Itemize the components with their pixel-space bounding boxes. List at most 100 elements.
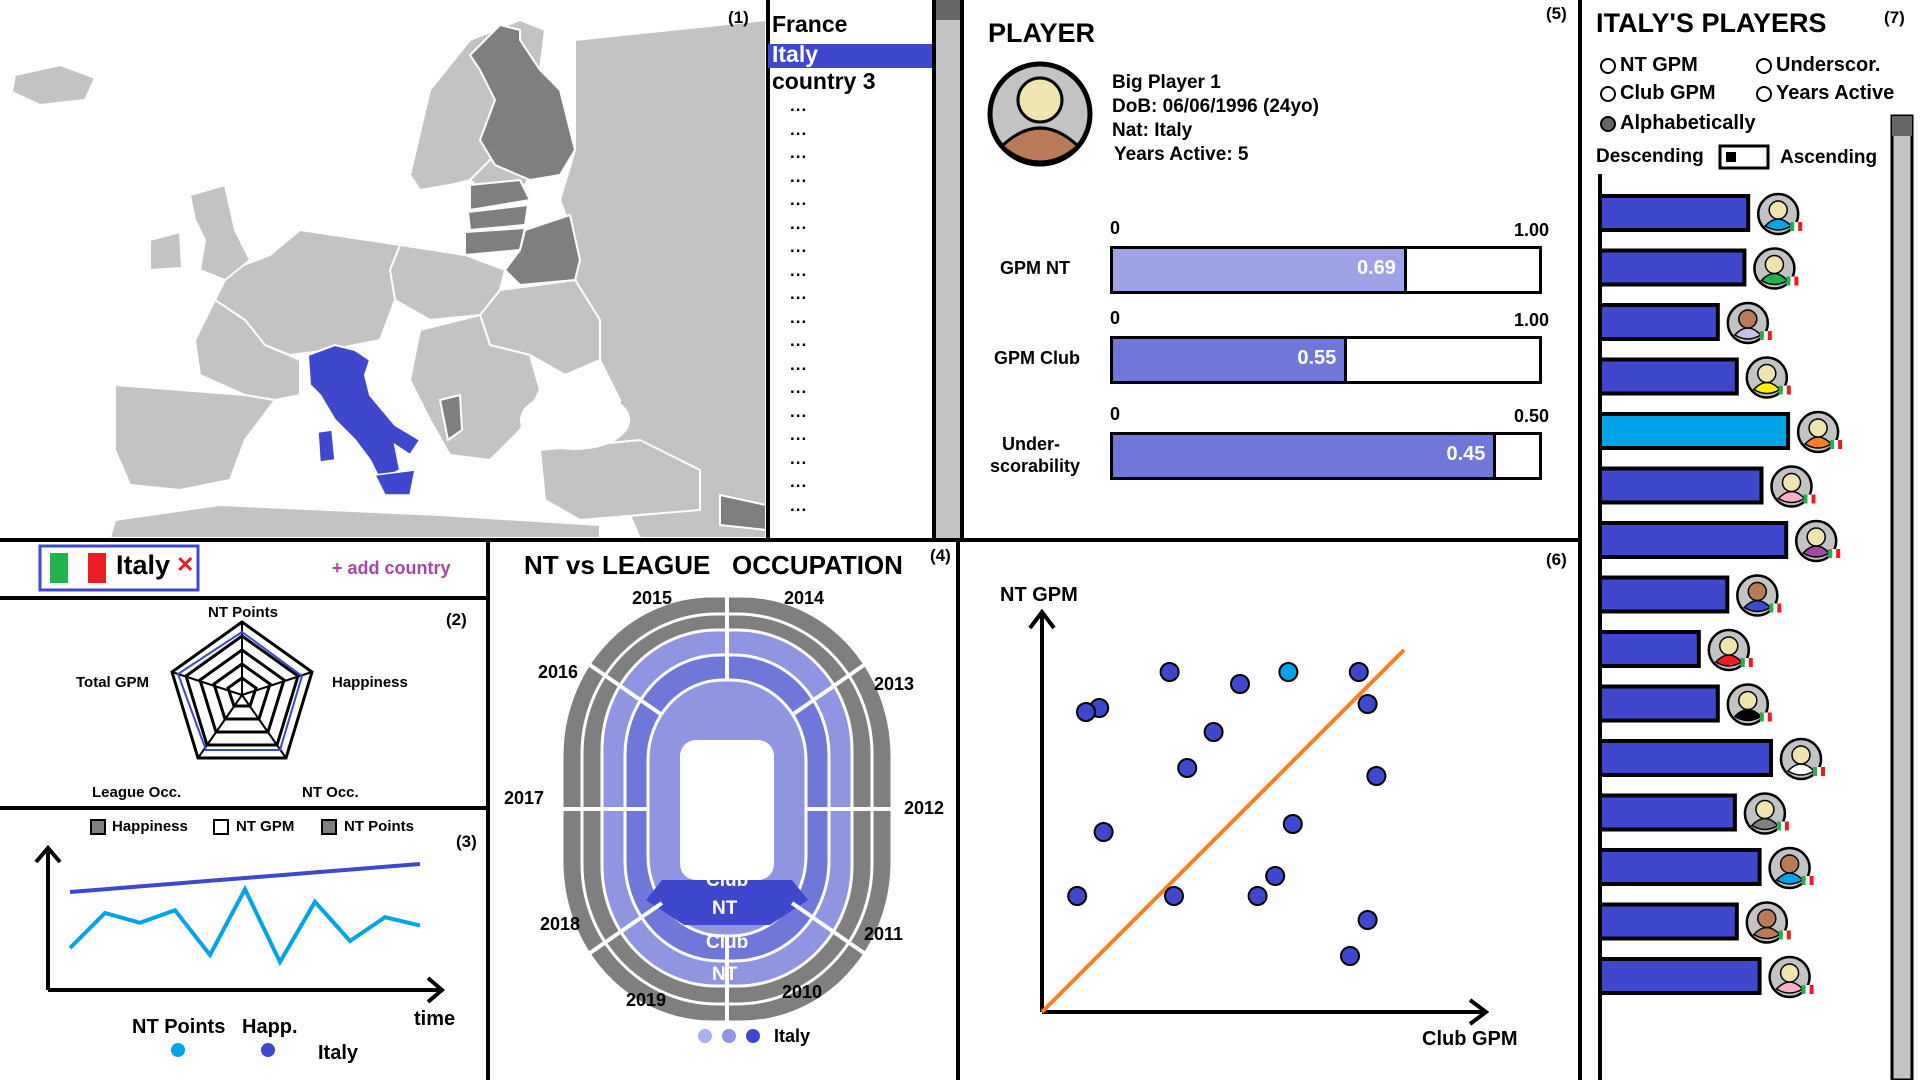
- sort-radio-club-gpm[interactable]: [1600, 86, 1616, 102]
- country-italy: [306, 343, 422, 482]
- player-avatar-icon[interactable]: [1736, 574, 1782, 617]
- scatter-point[interactable]: [1230, 674, 1250, 694]
- panel-number: (3): [456, 832, 477, 851]
- player-avatar-icon[interactable]: [1753, 247, 1799, 290]
- player-avatar-icon[interactable]: [1756, 192, 1803, 236]
- sort-radio-nt-gpm[interactable]: [1600, 58, 1616, 74]
- list-ellipsis: ...: [790, 190, 808, 209]
- player-avatar-icon[interactable]: [1779, 737, 1825, 781]
- scale-max: 1.00: [1514, 310, 1550, 330]
- add-country-button[interactable]: + add country: [332, 558, 451, 578]
- players-scrollbar-track[interactable]: [1890, 114, 1914, 1080]
- player-avatar-icon[interactable]: [1743, 792, 1789, 835]
- scatter-point[interactable]: [1357, 910, 1378, 930]
- close-icon[interactable]: ✕: [176, 552, 195, 577]
- list-scrollbar-track[interactable]: [936, 0, 960, 538]
- scale-min: 0: [1110, 404, 1121, 424]
- player-bar[interactable]: [1598, 848, 1762, 886]
- list-ellipsis: ...: [790, 448, 808, 468]
- player-avatar-icon[interactable]: [1796, 410, 1843, 454]
- sort-radio-years-active[interactable]: [1756, 86, 1772, 102]
- player-bar[interactable]: [1598, 957, 1762, 995]
- scatter-point[interactable]: [1340, 946, 1360, 966]
- player-stat-label: scorability: [990, 456, 1081, 476]
- player-avatar-icon[interactable]: [1768, 846, 1814, 890]
- player-avatar-icon[interactable]: [1768, 955, 1814, 999]
- scatter-point[interactable]: [1076, 702, 1096, 722]
- player-avatar-icon[interactable]: [1726, 683, 1772, 726]
- list-ellipsis: ...: [790, 260, 808, 280]
- scatter-point[interactable]: [1278, 662, 1299, 682]
- country-list-item-italy[interactable]: Italy: [772, 41, 819, 67]
- radar-axis-label: Total GPM: [76, 674, 150, 691]
- country-list-item-3[interactable]: country 3: [772, 68, 876, 94]
- list-scrollbar-thumb[interactable]: [936, 0, 960, 20]
- player-bar[interactable]: [1598, 303, 1720, 341]
- scatter-point[interactable]: [1164, 886, 1184, 906]
- scatter-point[interactable]: [1159, 662, 1180, 682]
- scale-min: 0: [1110, 218, 1121, 238]
- sort-label: Club GPM: [1620, 82, 1716, 104]
- ring-label: NT: [712, 898, 738, 919]
- scatter-point[interactable]: [1247, 886, 1268, 906]
- order-toggle[interactable]: [1718, 144, 1770, 170]
- player-bar[interactable]: [1598, 357, 1739, 396]
- year-label: 2017: [504, 788, 545, 808]
- player-stat-fill: 0.69: [1113, 249, 1407, 291]
- scatter-point[interactable]: [1067, 886, 1088, 906]
- player-avatar-icon[interactable]: [1745, 901, 1791, 944]
- player-bar[interactable]: [1598, 739, 1773, 777]
- flag-icon: [50, 553, 68, 583]
- scatter-point[interactable]: [1348, 662, 1369, 682]
- legend-label: Italy: [318, 1042, 359, 1064]
- scatter-point[interactable]: [1177, 758, 1198, 778]
- player-bar[interactable]: [1598, 902, 1739, 941]
- radar-axis-label: NT Points: [208, 604, 278, 621]
- player-bar[interactable]: [1598, 521, 1789, 559]
- player-bar[interactable]: [1598, 684, 1720, 723]
- player-avatar-icon[interactable]: [1745, 356, 1791, 399]
- player-stat-value: 0.45: [1446, 443, 1486, 465]
- scatter-point[interactable]: [1093, 822, 1114, 842]
- year-label: 2016: [538, 662, 579, 682]
- scale-min: 0: [1110, 308, 1121, 328]
- player-bar[interactable]: [1598, 793, 1737, 832]
- player-stat-label: GPM NT: [1000, 258, 1070, 278]
- sort-radio-underscor[interactable]: [1756, 58, 1772, 74]
- scatter-point[interactable]: [1265, 866, 1286, 886]
- scatter-point[interactable]: [1366, 766, 1387, 786]
- scatter-chart: [1028, 608, 1490, 1026]
- sort-radio-alphabetically[interactable]: [1600, 116, 1616, 132]
- scatter-point[interactable]: [1357, 694, 1378, 714]
- list-ellipsis: ...: [790, 378, 808, 397]
- year-label: 2011: [864, 924, 904, 944]
- year-label: 2015: [632, 588, 673, 608]
- europe-map[interactable]: [10, 18, 767, 539]
- player-bar[interactable]: [1598, 466, 1764, 505]
- player-bar[interactable]: [1598, 248, 1747, 287]
- players-bar-list[interactable]: [1598, 192, 1843, 999]
- scatter-point[interactable]: [1203, 722, 1224, 742]
- player-avatar-icon[interactable]: [1726, 301, 1772, 345]
- scatter-point[interactable]: [1282, 814, 1303, 834]
- list-ellipsis: ...: [790, 237, 808, 256]
- player-stat-fill: 0.45: [1113, 435, 1497, 477]
- country-list-item-france[interactable]: France: [772, 11, 848, 37]
- players-list-title: ITALY'S PLAYERS: [1596, 8, 1827, 38]
- players-scrollbar-thumb[interactable]: [1892, 116, 1912, 136]
- player-nat: Nat: Italy: [1112, 120, 1193, 141]
- player-name: Big Player 1: [1112, 72, 1221, 93]
- player-bar[interactable]: [1598, 194, 1751, 232]
- player-avatar-icon[interactable]: [1707, 628, 1753, 672]
- player-bar[interactable]: [1598, 412, 1791, 450]
- player-avatar-icon[interactable]: [1770, 465, 1816, 508]
- player-avatar-icon[interactable]: [1794, 519, 1841, 563]
- player-years: Years Active: 5: [1114, 144, 1249, 165]
- panel-number: (4): [930, 546, 951, 565]
- country-belarus: [503, 213, 582, 287]
- radar-axis-label: Happiness: [332, 674, 408, 691]
- panel-number: (1): [728, 8, 749, 27]
- player-bar[interactable]: [1598, 575, 1730, 614]
- player-dob: DoB: 06/06/1996 (24yo): [1112, 96, 1319, 117]
- player-bar[interactable]: [1598, 630, 1701, 668]
